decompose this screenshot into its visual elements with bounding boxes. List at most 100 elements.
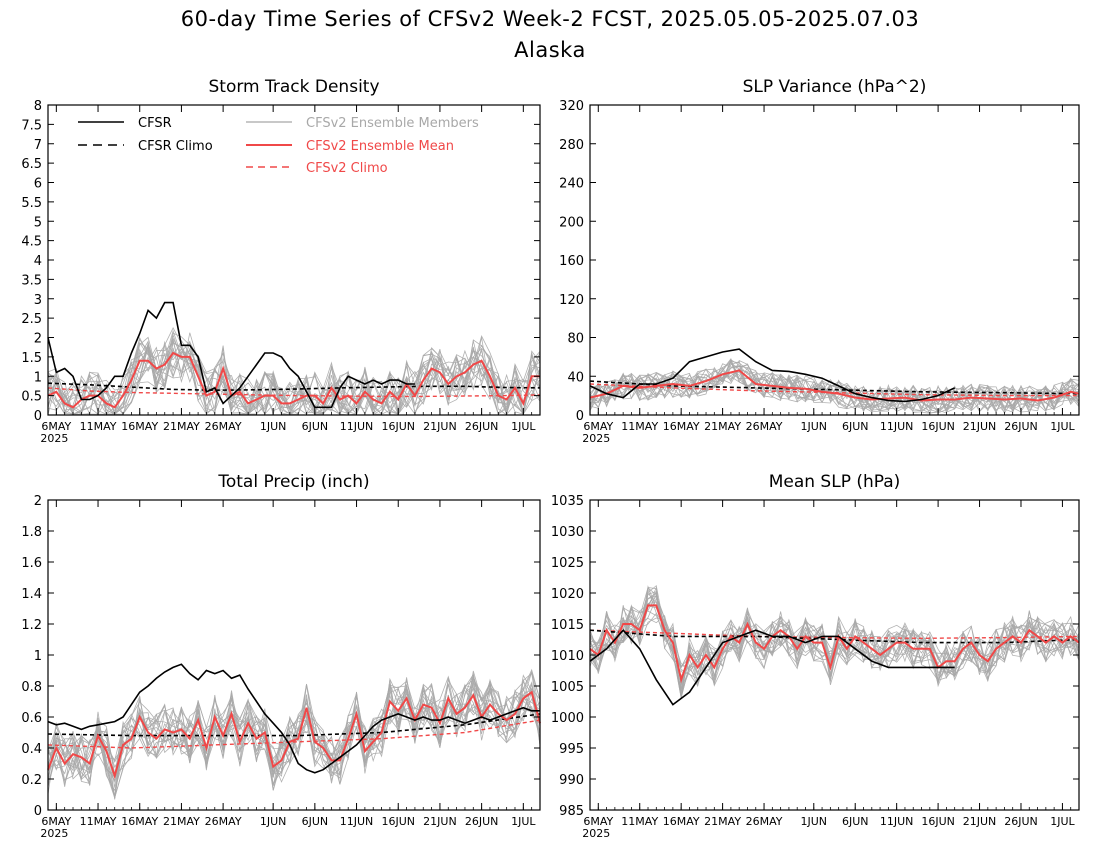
x-tick-label: 1JUN: [260, 815, 287, 828]
legend-label-cfsv2-climo: CFSv2 Climo: [306, 161, 388, 176]
y-tick-label: 990: [559, 773, 584, 788]
series-line-cfsr: [589, 628, 955, 706]
ensemble-member-line: [47, 675, 541, 780]
x-tick-label: 1JUN: [801, 815, 828, 828]
y-tick-label: 0.4: [21, 742, 42, 757]
y-tick-label: 1035: [551, 494, 584, 509]
x-tick-label: 26JUN: [465, 815, 499, 828]
x-tick-label: 21JUN: [963, 420, 997, 433]
y-tick-label: 4.5: [21, 235, 42, 250]
x-tick-label: 16MAY: [663, 815, 700, 828]
y-tick-label: 5.5: [21, 196, 42, 211]
legend-label-cfsr: CFSR: [138, 116, 172, 131]
y-tick-label: 80: [567, 332, 584, 347]
ensemble-member-line: [47, 340, 541, 416]
ensemble-member-line: [47, 337, 541, 415]
y-tick-label: 1.4: [21, 587, 42, 602]
y-tick-label: 2: [34, 494, 42, 509]
ensemble-member-line: [47, 342, 541, 416]
x-tick-label: 26MAY: [746, 420, 783, 433]
y-tick-label: 320: [559, 99, 584, 114]
ensemble-member-line: [47, 340, 541, 417]
y-tick-label: 0: [34, 409, 42, 424]
plot-frame: [47, 499, 541, 811]
x-tick-label: 6MAY: [41, 420, 71, 433]
x-tick-label: 26JUN: [1004, 815, 1038, 828]
figure-subtitle: Alaska: [514, 38, 586, 62]
x-tick-label: 6JUN: [302, 420, 329, 433]
x-tick-label: 11MAY: [621, 420, 658, 433]
x-tick-label: 16JUN: [381, 815, 415, 828]
x-tick-label: 21JUN: [423, 815, 457, 828]
x-tick-label: 16JUN: [921, 815, 955, 828]
x-tick-label: 11MAY: [621, 815, 658, 828]
y-tick-label: 1: [34, 649, 42, 664]
y-tick-label: 160: [559, 254, 584, 269]
series-line-cfsr: [589, 348, 956, 403]
x-tick-label: 11JUN: [880, 420, 914, 433]
panel-title: SLP Variance (hPa^2): [743, 77, 927, 97]
x-tick-label: 21MAY: [704, 420, 741, 433]
x-tick-label: 11JUN: [880, 815, 914, 828]
ensemble-member-line: [589, 368, 1080, 413]
y-tick-label: 120: [559, 293, 584, 308]
y-tick-label: 240: [559, 177, 584, 192]
y-tick-label: 0: [34, 804, 42, 819]
ensemble-members: [589, 584, 1080, 699]
ensemble-member-line: [589, 594, 1080, 698]
plot-frame: [589, 104, 1080, 416]
x-tick-label: 21MAY: [704, 815, 741, 828]
y-tick-label: 1: [34, 370, 42, 385]
x-tick-label: 11JUN: [340, 815, 374, 828]
x-tick-label: 21JUN: [963, 815, 997, 828]
ensemble-members: [47, 327, 541, 417]
x-tick-label: 6MAY: [583, 815, 613, 828]
y-tick-label: 4: [34, 254, 42, 269]
legend-label-members: CFSv2 Ensemble Members: [306, 116, 479, 131]
y-tick-label: 1005: [551, 680, 584, 695]
y-tick-label: 0.6: [21, 711, 42, 726]
x-tick-label: 21MAY: [163, 815, 200, 828]
ensemble-member-line: [589, 371, 1080, 414]
x-tick-label: 1JUN: [260, 420, 287, 433]
x-tick-label: 11MAY: [80, 815, 117, 828]
x-tick-label: 26MAY: [746, 815, 783, 828]
x-tick-label: 1JUL: [511, 420, 536, 433]
x-year-label: 2025: [40, 432, 68, 445]
y-tick-label: 6: [34, 177, 42, 192]
y-tick-label: 1015: [551, 618, 584, 633]
x-tick-label: 1JUN: [801, 420, 828, 433]
figure-title: 60-day Time Series of CFSv2 Week-2 FCST,…: [180, 7, 920, 31]
x-tick-label: 6MAY: [583, 420, 613, 433]
x-tick-label: 1JUL: [1050, 815, 1075, 828]
ensemble-member-line: [47, 336, 541, 416]
panel-title: Storm Track Density: [208, 77, 379, 97]
chart-panel-4: Mean SLP (hPa) 985 990 995 1000 1005 1010 1015 1…: [551, 472, 1080, 840]
y-tick-label: 1.8: [21, 525, 42, 540]
x-tick-label: 1JUL: [1050, 420, 1075, 433]
x-tick-label: 16JUN: [921, 420, 955, 433]
y-tick-label: 5: [34, 215, 42, 230]
series-line-ens-mean: [47, 690, 541, 780]
legend: CFSR CFSR Climo CFSv2 Ensemble Members CFSv…: [78, 116, 479, 176]
x-tick-label: 16MAY: [121, 815, 158, 828]
series-line-ens-mean: [589, 604, 1080, 684]
y-tick-label: 1000: [551, 711, 584, 726]
y-tick-label: 1.2: [21, 618, 42, 633]
x-tick-label: 11JUN: [340, 420, 374, 433]
y-tick-label: 280: [559, 138, 584, 153]
y-tick-label: 0.5: [21, 390, 42, 405]
x-tick-label: 26JUN: [465, 420, 499, 433]
x-tick-label: 6JUN: [842, 815, 869, 828]
x-tick-label: 26MAY: [205, 815, 242, 828]
y-tick-label: 7.5: [21, 118, 42, 133]
series-line-ens-mean: [47, 351, 540, 409]
x-year-label: 2025: [582, 827, 610, 840]
y-tick-label: 0: [576, 409, 584, 424]
y-tick-label: 0.8: [21, 680, 42, 695]
series-line-cfsr: [47, 663, 540, 774]
x-tick-label: 16MAY: [663, 420, 700, 433]
y-tick-label: 3.5: [21, 273, 42, 288]
panel-title: Mean SLP (hPa): [769, 472, 901, 492]
